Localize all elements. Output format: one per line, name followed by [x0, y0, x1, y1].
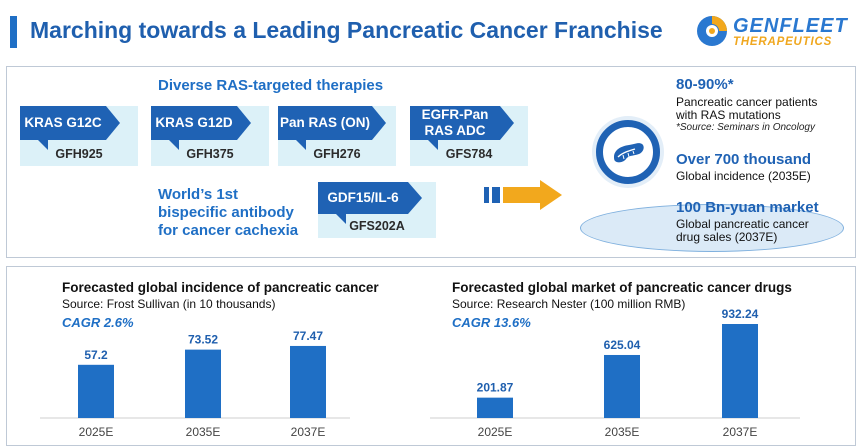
- program-card-gfh925: KRAS G12C GFH925: [20, 106, 138, 166]
- program-card-gfh276: Pan RAS (ON) GFH276: [278, 106, 396, 166]
- bar-value-label: 625.04: [604, 338, 641, 352]
- bar-2025E: [78, 364, 114, 418]
- logo-mark-icon: [697, 16, 727, 46]
- tag-arrow-shape: [500, 106, 514, 140]
- bar-2037E: [290, 345, 326, 418]
- program-target-label: KRAS G12D: [155, 115, 233, 130]
- category-tick-label: 2025E: [478, 425, 513, 439]
- bispecific-line-2: bispecific antibody: [158, 204, 294, 221]
- bispecific-line-3: for cancer cachexia: [158, 222, 299, 239]
- stat-market-line2: drug sales (2037E): [676, 230, 778, 244]
- category-tick-label: 2035E: [186, 425, 221, 439]
- program-target-label-line1: EGFR-Pan: [421, 107, 489, 122]
- ras-therapies-heading: Diverse RAS-targeted therapies: [158, 77, 384, 94]
- bar-2037E: [722, 324, 758, 418]
- company-logo: GENFLEET THERAPEUTICS: [695, 14, 855, 50]
- program-target-tag: KRAS G12D: [151, 106, 237, 140]
- program-target-label: GDF15/IL-6: [327, 190, 399, 205]
- bispecific-description: World’s 1st bispecific antibody for canc…: [158, 186, 298, 240]
- tag-arrow-shape: [372, 106, 386, 140]
- logo-text-primary: GENFLEET: [733, 15, 848, 37]
- incidence-chart-source: Source: Frost Sullivan (in 10 thousands): [62, 297, 276, 311]
- stat-ras-mutation-value: 80-90%*: [676, 76, 734, 93]
- tag-arrow-shape: [237, 106, 251, 140]
- program-target-tag: GDF15/IL-6: [318, 182, 408, 214]
- program-target-tag: KRAS G12C: [20, 106, 106, 140]
- program-target-tag: Pan RAS (ON): [278, 106, 372, 140]
- title-accent-bar: [10, 16, 17, 48]
- bar-value-label: 73.52: [188, 333, 218, 347]
- bar-2035E: [185, 349, 221, 418]
- tag-tail-shape: [336, 214, 346, 224]
- stat-market-value: 100 Bn-yuan market: [676, 199, 819, 216]
- incidence-bar-chart: 57.2 2025E 73.52 2035E 77.47 2037E: [40, 330, 350, 439]
- bar-2035E: [604, 354, 640, 418]
- bar-value-label: 932.24: [722, 308, 759, 321]
- stat-incidence-label: Global incidence (2035E): [676, 169, 811, 183]
- program-target-label: KRAS G12C: [24, 115, 102, 130]
- bar-value-label: 201.87: [477, 381, 514, 395]
- tag-tail-shape: [169, 140, 179, 150]
- bar-value-label: 57.2: [84, 348, 108, 362]
- program-target-label-line2: RAS ADC: [424, 123, 486, 138]
- stat-market-line1: Global pancreatic cancer: [676, 217, 809, 231]
- bar-2025E: [477, 397, 513, 418]
- program-card-gfs202a: GDF15/IL-6 GFS202A: [318, 182, 436, 238]
- big-right-arrow-icon: [484, 180, 562, 210]
- stat-ras-mutation-line2: with RAS mutations: [676, 108, 781, 122]
- stat-incidence-value: Over 700 thousand: [676, 151, 812, 168]
- program-code: GFH276: [313, 147, 361, 161]
- category-tick-label: 2037E: [291, 425, 326, 439]
- pancreas-icon: [614, 143, 644, 163]
- program-target-tag: EGFR-Pan RAS ADC: [410, 106, 500, 140]
- logo-text-secondary: THERAPEUTICS: [733, 36, 833, 48]
- stat-ras-mutation-line1: Pancreatic cancer patients: [676, 95, 818, 109]
- tag-tail-shape: [296, 140, 306, 150]
- program-code: GFS202A: [349, 219, 405, 233]
- program-code: GFH375: [186, 147, 234, 161]
- tag-arrow-shape: [408, 182, 422, 214]
- program-card-gfs784: EGFR-Pan RAS ADC GFS784: [410, 106, 528, 166]
- program-code: GFH925: [55, 147, 103, 161]
- program-target-label: Pan RAS (ON): [279, 115, 370, 130]
- category-tick-label: 2037E: [723, 425, 758, 439]
- market-highlight-ellipse: [580, 204, 844, 252]
- program-card-gfh375: KRAS G12D GFH375: [151, 106, 269, 166]
- tag-tail-shape: [428, 140, 438, 150]
- market-chart-cagr: CAGR 13.6%: [452, 315, 531, 330]
- program-code: GFS784: [445, 147, 493, 161]
- bispecific-line-1: World’s 1st: [158, 186, 239, 203]
- incidence-chart-title: Forecasted global incidence of pancreati…: [62, 280, 379, 295]
- category-tick-label: 2035E: [605, 425, 640, 439]
- incidence-chart-cagr: CAGR 2.6%: [62, 315, 134, 330]
- tag-arrow-shape: [106, 106, 120, 140]
- page-title: Marching towards a Leading Pancreatic Ca…: [30, 17, 663, 43]
- stat-ras-mutation-source: *Source: Seminars in Oncology: [676, 122, 815, 133]
- bar-value-label: 77.47: [293, 330, 323, 343]
- tag-tail-shape: [38, 140, 48, 150]
- market-chart-source: Source: Research Nester (100 million RMB…: [452, 297, 686, 311]
- category-tick-label: 2025E: [79, 425, 114, 439]
- market-bar-chart: 201.87 2025E 625.04 2035E 932.24 2037E: [430, 308, 800, 439]
- forecast-panel: [6, 266, 856, 446]
- market-chart-title: Forecasted global market of pancreatic c…: [452, 280, 792, 295]
